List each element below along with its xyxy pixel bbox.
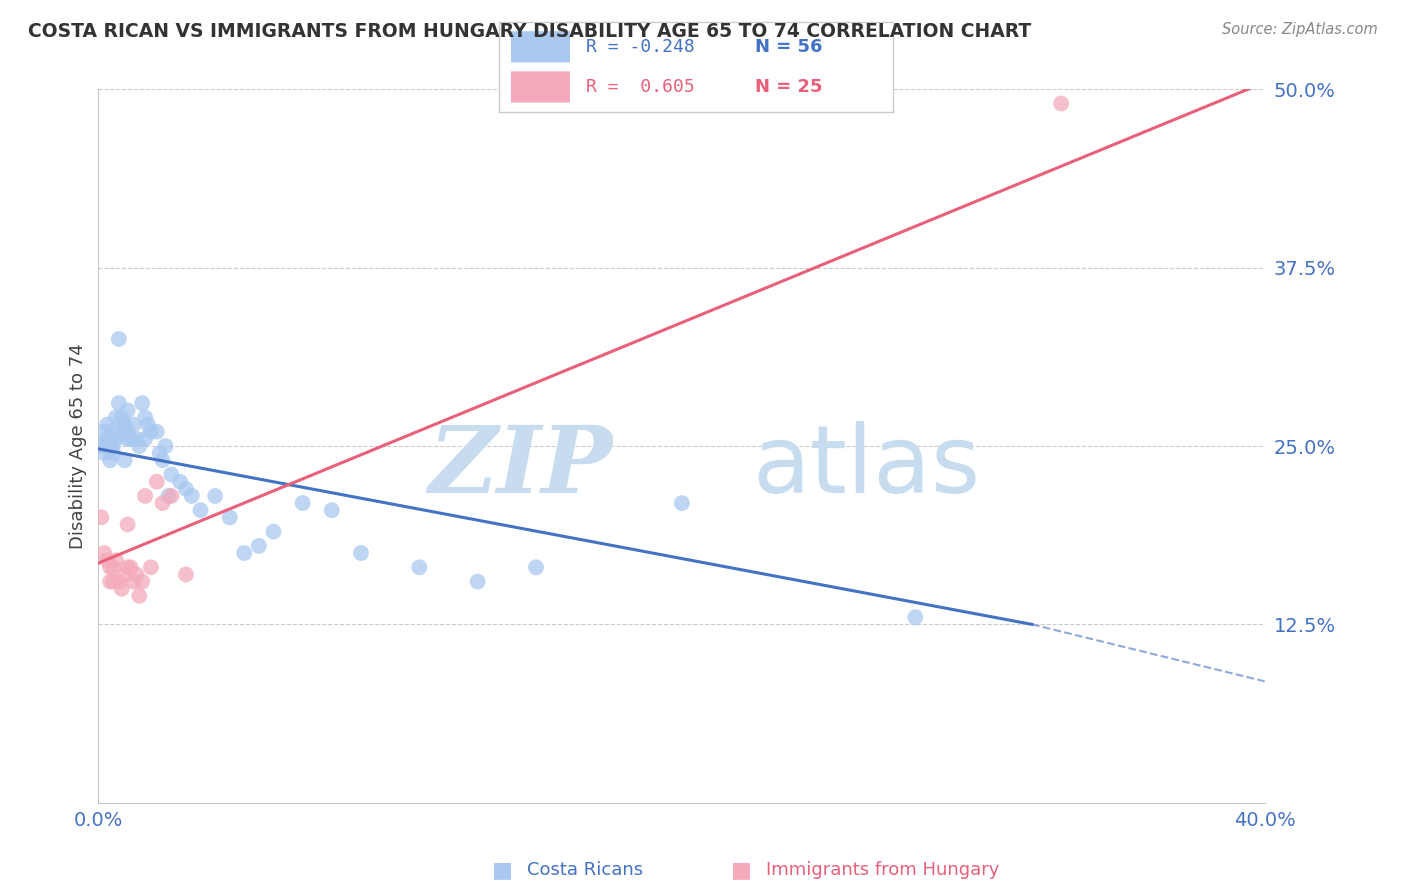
- Point: [160, 467, 183, 482]
- Point: [122, 417, 145, 432]
- Point: [104, 553, 127, 567]
- Point: [101, 446, 124, 460]
- Point: [146, 475, 169, 489]
- Point: [131, 396, 153, 410]
- Point: [117, 432, 139, 446]
- Y-axis label: Disability Age 65 to 74: Disability Age 65 to 74: [69, 343, 87, 549]
- Point: [467, 574, 489, 589]
- Point: [125, 432, 148, 446]
- Point: [152, 496, 174, 510]
- Point: [101, 432, 124, 446]
- FancyBboxPatch shape: [510, 31, 569, 62]
- Point: [262, 524, 284, 539]
- Point: [157, 489, 180, 503]
- Point: [218, 510, 240, 524]
- Text: N = 25: N = 25: [755, 78, 823, 96]
- Point: [117, 560, 139, 574]
- Point: [128, 589, 150, 603]
- Point: [114, 453, 136, 467]
- Text: ZIP: ZIP: [427, 423, 612, 512]
- Point: [160, 489, 183, 503]
- Point: [101, 574, 124, 589]
- Point: [321, 503, 343, 517]
- Text: Immigrants from Hungary: Immigrants from Hungary: [766, 861, 1000, 879]
- Point: [120, 432, 142, 446]
- Point: [169, 475, 191, 489]
- Text: N = 56: N = 56: [755, 38, 823, 56]
- Point: [139, 560, 162, 574]
- Text: ■: ■: [731, 860, 752, 880]
- Point: [111, 582, 134, 596]
- Text: COSTA RICAN VS IMMIGRANTS FROM HUNGARY DISABILITY AGE 65 TO 74 CORRELATION CHART: COSTA RICAN VS IMMIGRANTS FROM HUNGARY D…: [28, 22, 1032, 41]
- Point: [125, 567, 148, 582]
- Point: [134, 489, 156, 503]
- Point: [134, 432, 156, 446]
- Point: [204, 489, 226, 503]
- Point: [146, 425, 169, 439]
- Point: [101, 425, 124, 439]
- Point: [93, 546, 115, 560]
- Point: [671, 496, 693, 510]
- FancyBboxPatch shape: [510, 71, 569, 103]
- Point: [114, 567, 136, 582]
- Point: [98, 560, 121, 574]
- Point: [136, 417, 159, 432]
- Point: [131, 574, 153, 589]
- Point: [101, 439, 124, 453]
- Point: [904, 610, 927, 624]
- Point: [174, 482, 197, 496]
- Point: [155, 439, 177, 453]
- Point: [101, 560, 124, 574]
- Point: [96, 417, 118, 432]
- Point: [111, 425, 134, 439]
- Point: [104, 432, 127, 446]
- Point: [174, 567, 197, 582]
- Point: [1050, 96, 1073, 111]
- Point: [524, 560, 547, 574]
- Point: [90, 439, 112, 453]
- Point: [96, 553, 118, 567]
- Point: [104, 410, 127, 425]
- Point: [117, 517, 139, 532]
- Point: [134, 410, 156, 425]
- Point: [117, 403, 139, 417]
- Point: [96, 432, 118, 446]
- Point: [291, 496, 314, 510]
- Point: [128, 439, 150, 453]
- Text: R =  0.605: R = 0.605: [586, 78, 695, 96]
- Point: [111, 410, 134, 425]
- Text: atlas: atlas: [752, 421, 980, 514]
- Text: Source: ZipAtlas.com: Source: ZipAtlas.com: [1222, 22, 1378, 37]
- Text: Costa Ricans: Costa Ricans: [527, 861, 644, 879]
- Point: [90, 510, 112, 524]
- Point: [149, 446, 172, 460]
- Text: R = -0.248: R = -0.248: [586, 38, 695, 56]
- Point: [247, 539, 270, 553]
- Point: [108, 574, 131, 589]
- Point: [108, 332, 131, 346]
- Point: [96, 439, 118, 453]
- Point: [233, 546, 256, 560]
- Point: [152, 453, 174, 467]
- Point: [98, 574, 121, 589]
- Point: [98, 453, 121, 467]
- Point: [98, 439, 121, 453]
- Point: [114, 417, 136, 432]
- Point: [180, 489, 202, 503]
- Point: [350, 546, 373, 560]
- Point: [108, 396, 131, 410]
- Point: [190, 503, 212, 517]
- Text: ■: ■: [492, 860, 513, 880]
- Point: [408, 560, 430, 574]
- Point: [117, 425, 139, 439]
- Point: [139, 425, 162, 439]
- Point: [122, 574, 145, 589]
- Point: [98, 432, 121, 446]
- Point: [93, 446, 115, 460]
- Point: [120, 560, 142, 574]
- Point: [93, 425, 115, 439]
